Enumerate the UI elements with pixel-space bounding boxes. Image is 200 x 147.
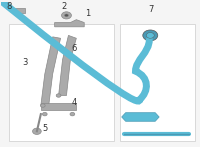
Polygon shape — [55, 20, 84, 27]
Polygon shape — [41, 37, 61, 106]
Text: 3: 3 — [22, 58, 28, 67]
Circle shape — [40, 104, 45, 107]
Text: 8: 8 — [7, 2, 12, 11]
Text: 5: 5 — [42, 124, 47, 133]
Circle shape — [33, 128, 41, 135]
Circle shape — [62, 12, 71, 19]
Text: 1: 1 — [86, 9, 91, 18]
Bar — [120, 24, 195, 141]
Polygon shape — [13, 8, 25, 12]
Polygon shape — [41, 103, 76, 110]
Circle shape — [143, 30, 158, 41]
Polygon shape — [59, 35, 76, 96]
Circle shape — [70, 112, 75, 116]
Text: 2: 2 — [62, 2, 67, 11]
Bar — [9, 24, 114, 141]
Circle shape — [64, 14, 68, 17]
Polygon shape — [122, 113, 159, 121]
Text: 4: 4 — [72, 98, 77, 107]
Text: 7: 7 — [149, 5, 154, 14]
Text: 6: 6 — [72, 44, 77, 53]
Circle shape — [42, 112, 47, 116]
Circle shape — [146, 32, 154, 38]
Circle shape — [56, 94, 61, 97]
